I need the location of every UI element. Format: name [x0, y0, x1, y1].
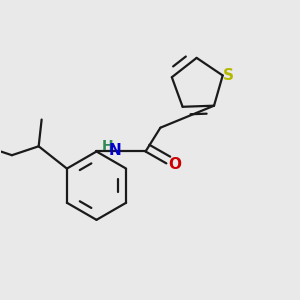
Text: S: S	[223, 68, 233, 83]
Text: N: N	[109, 143, 122, 158]
Text: H: H	[102, 139, 113, 153]
Text: O: O	[168, 158, 181, 172]
